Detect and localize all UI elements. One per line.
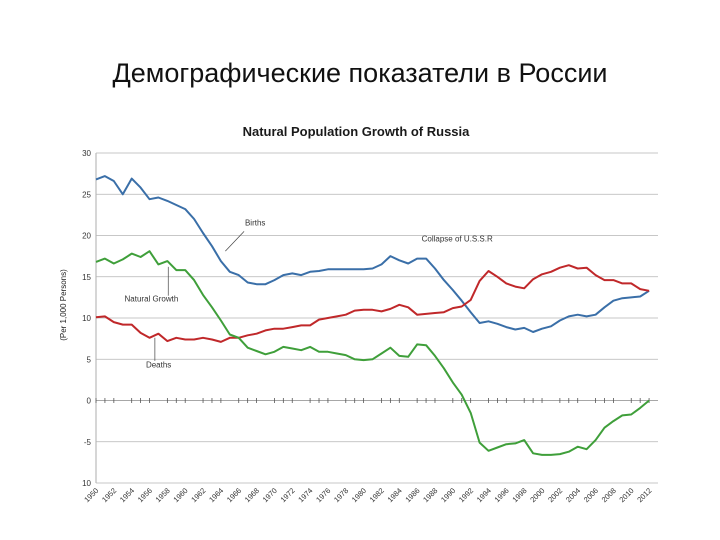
- y-tick-label: 25: [82, 190, 91, 199]
- x-tick-label: 1998: [510, 486, 528, 504]
- grid-lines: [95, 152, 658, 484]
- x-tick-label: 1990: [439, 486, 457, 504]
- x-tick-label: 2002: [546, 486, 564, 504]
- collapse-label: Collapse of U.S.S.R: [422, 234, 493, 243]
- x-tick-label: 2012: [635, 486, 653, 504]
- x-tick-label: 1952: [100, 486, 118, 504]
- y-tick-label: 0: [87, 397, 92, 406]
- x-tick-label: 1976: [314, 486, 332, 504]
- y-tick-label: 10: [82, 314, 91, 323]
- x-tick-label: 1960: [171, 486, 189, 504]
- series-lines: [95, 175, 650, 456]
- x-tick-label: 2000: [528, 486, 546, 504]
- x-tick-label: 2006: [582, 486, 600, 504]
- y-tick-label: -5: [84, 438, 92, 447]
- deaths-label: Deaths: [146, 361, 171, 370]
- x-tick-label: 1982: [368, 486, 386, 504]
- x-tick-label: 1970: [261, 486, 279, 504]
- y-tick-label: 5: [87, 355, 92, 364]
- x-tick-label: 1994: [475, 486, 493, 504]
- x-tick-label: 1974: [296, 486, 314, 504]
- chart-title: Natural Population Growth of Russia: [243, 124, 471, 139]
- x-tick-label: 1958: [154, 486, 172, 504]
- y-tick-label: 30: [82, 149, 91, 158]
- annotations: Births Natural Growth Deaths Collapse of U.…: [125, 219, 493, 370]
- y-tick-label: 20: [82, 232, 91, 241]
- x-tick-label: 1964: [207, 486, 225, 504]
- x-tick-label: 1980: [350, 486, 368, 504]
- x-tick-label: 1966: [225, 486, 243, 504]
- x-tick-label: 1972: [279, 486, 297, 504]
- slide-title: Демографические показатели в России: [112, 58, 608, 88]
- x-tick-label: 1962: [189, 486, 207, 504]
- x-tick-label: 1996: [493, 486, 511, 504]
- y-tick-label: 10: [82, 479, 91, 488]
- x-tick-label: 2010: [617, 486, 635, 504]
- births-label: Births: [245, 219, 265, 228]
- x-tick-label: 1950: [82, 486, 100, 504]
- y-tick-label: 15: [82, 273, 91, 282]
- births-leader-line: [225, 231, 245, 252]
- x-tick-label: 2004: [564, 486, 582, 504]
- y-axis-label: (Per 1,000 Persons): [59, 269, 68, 341]
- x-tick-label: 1954: [118, 486, 136, 504]
- x-tick-label: 2008: [600, 486, 618, 504]
- x-tick-label: 1978: [332, 486, 350, 504]
- x-tick-label: 1984: [386, 486, 404, 504]
- x-tick-label: 1968: [243, 486, 261, 504]
- x-tick-label: 1988: [421, 486, 439, 504]
- x-tick-label: 1986: [403, 486, 421, 504]
- series-births-line: [95, 175, 650, 333]
- series-natural-growth-line: [95, 250, 650, 456]
- x-tick-label: 1992: [457, 486, 475, 504]
- natural-growth-label: Natural Growth: [125, 295, 179, 304]
- x-tick-label: 1956: [136, 486, 154, 504]
- y-axis: 30 25 20 15 10 5 0 -5 10: [82, 149, 91, 488]
- series-deaths-line: [95, 264, 650, 343]
